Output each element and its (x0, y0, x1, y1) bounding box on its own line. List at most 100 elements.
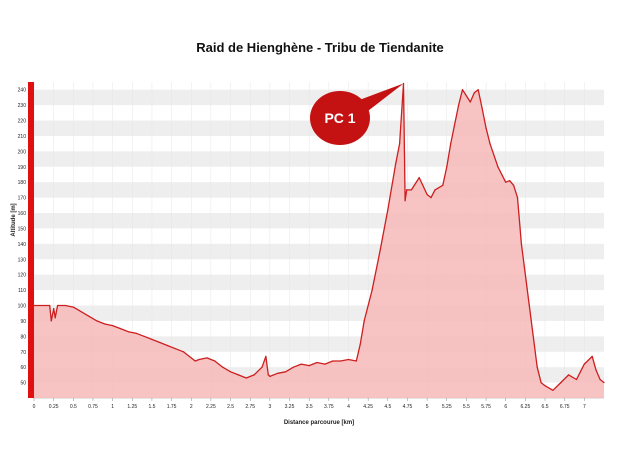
x-tick-label: 3.75 (324, 404, 334, 410)
data-point (190, 357, 192, 359)
y-tick-label: 160 (18, 211, 27, 217)
x-tick-label: 4.75 (403, 404, 413, 410)
data-point (316, 361, 318, 364)
data-point (174, 348, 177, 350)
grid-band (34, 151, 604, 167)
data-point (410, 189, 412, 191)
data-point (324, 363, 326, 365)
data-point (340, 360, 342, 362)
data-point (446, 166, 448, 168)
data-point (206, 357, 208, 359)
y-tick-label: 200 (18, 149, 27, 155)
data-point (430, 197, 432, 199)
y-tick-label: 60 (20, 365, 26, 371)
data-point (406, 189, 408, 191)
data-point (267, 374, 269, 376)
data-point (104, 323, 106, 325)
data-point (261, 366, 263, 368)
data-point (363, 320, 365, 322)
data-point (568, 374, 570, 376)
y-tick-label: 210 (18, 134, 27, 140)
data-point (64, 304, 67, 307)
x-tick-label: 0.25 (49, 404, 59, 410)
data-point (560, 381, 562, 384)
x-tick-label: 2 (190, 404, 193, 410)
data-point (387, 209, 389, 211)
x-tick-label: 4 (347, 404, 350, 410)
x-tick-label: 4.25 (363, 404, 373, 410)
data-point (332, 360, 334, 362)
data-point (347, 358, 350, 361)
x-tick-label: 2.5 (227, 404, 234, 410)
data-point (404, 200, 406, 202)
data-point (599, 378, 601, 381)
x-tick-label: 5 (426, 404, 429, 410)
x-tick-label: 5.75 (481, 404, 491, 410)
y-tick-label: 100 (18, 304, 27, 310)
x-tick-label: 0.75 (88, 404, 98, 410)
data-point (497, 166, 499, 168)
y-tick-label: 220 (18, 119, 27, 125)
data-point (359, 343, 361, 345)
data-point (540, 381, 542, 384)
x-tick-label: 1.75 (167, 404, 177, 410)
data-point (151, 338, 153, 341)
data-point (33, 304, 35, 307)
data-point (536, 366, 538, 368)
data-point (583, 363, 585, 365)
y-tick-label: 120 (18, 273, 27, 279)
data-point (591, 355, 593, 357)
x-axis-label: Distance parcourue [km] (284, 420, 354, 426)
x-tick-label: 1.5 (148, 404, 155, 410)
data-point (485, 127, 487, 129)
data-point (80, 311, 82, 313)
data-point (469, 101, 471, 103)
data-point (371, 289, 373, 291)
data-point (461, 89, 464, 91)
data-point (575, 378, 578, 381)
data-point (434, 189, 436, 191)
data-point (194, 360, 196, 362)
y-tick-label: 130 (18, 257, 27, 263)
y-tick-label: 170 (18, 196, 27, 202)
data-point (595, 369, 597, 371)
chart-title: Raid de Hienghène - Tribu de Tiendanite (196, 40, 444, 55)
data-point (277, 372, 279, 374)
x-tick-label: 5.25 (442, 404, 452, 410)
x-tick-label: 1 (111, 404, 114, 410)
data-point (167, 344, 169, 347)
data-point (450, 143, 452, 145)
y-tick-label: 90 (20, 319, 26, 325)
y-tick-label: 50 (20, 381, 26, 387)
data-point (512, 184, 515, 186)
data-point (552, 389, 554, 391)
x-tick-label: 6.5 (542, 404, 549, 410)
altitude-axis-bar (28, 82, 34, 398)
x-axis-ticks: 0 0.25 0.5 0.75 1 1.25 1.5 1.75 2 2.25 2.5 2.75 3 3.2… (33, 398, 586, 410)
data-point (143, 335, 145, 337)
data-point (265, 355, 267, 357)
elevation-points (33, 82, 605, 391)
data-point (53, 307, 55, 310)
data-point (49, 304, 51, 307)
data-point (54, 317, 56, 319)
y-tick-label: 180 (18, 180, 27, 186)
y-tick-label: 80 (20, 334, 26, 340)
x-tick-label: 3.5 (306, 404, 313, 410)
y-tick-label: 190 (18, 165, 27, 171)
data-point (72, 306, 74, 308)
data-point (603, 381, 605, 384)
x-tick-label: 7 (583, 404, 586, 410)
data-point (308, 365, 310, 367)
data-point (182, 351, 184, 353)
y-tick-label: 150 (18, 226, 27, 232)
data-point (528, 304, 530, 307)
data-point (465, 95, 468, 97)
x-tick-label: 3 (268, 404, 271, 410)
data-point (135, 332, 137, 334)
data-point (222, 366, 224, 368)
grid-band (34, 182, 604, 198)
data-point (56, 304, 59, 307)
data-point (300, 363, 302, 365)
